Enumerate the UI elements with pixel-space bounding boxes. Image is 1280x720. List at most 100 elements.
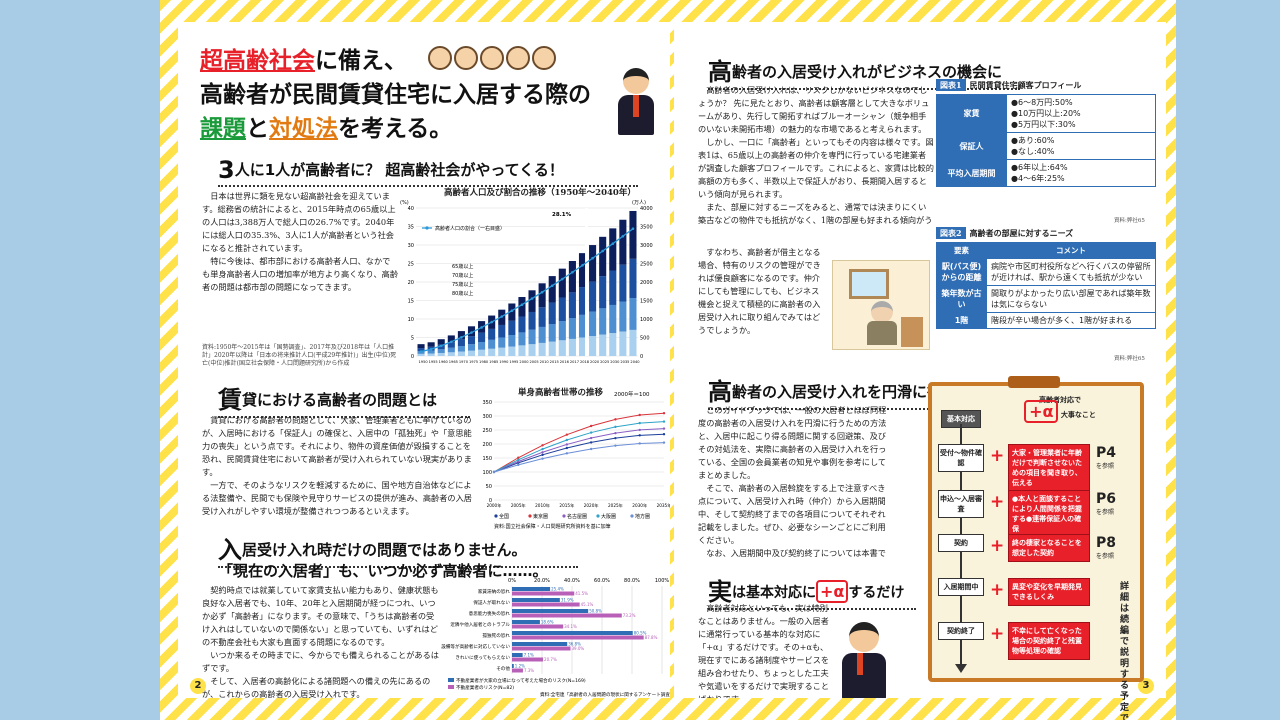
category-label: 保証人が取れない	[473, 599, 510, 606]
y-tick-label-left: 35	[408, 225, 414, 231]
series-point	[639, 434, 641, 436]
population-bar-segment	[569, 318, 576, 339]
series-point	[639, 429, 641, 431]
page-ref-suffix: を参照	[1096, 460, 1116, 474]
population-bar-segment	[478, 350, 485, 356]
population-bar-segment	[458, 339, 465, 346]
series-point	[590, 431, 592, 433]
table-label-cell: 家賃	[937, 95, 1007, 133]
series-point	[663, 441, 665, 443]
elderly-faces-illustration	[428, 46, 558, 74]
risk-bar	[512, 631, 633, 635]
unit-label-left: (%)	[400, 200, 409, 206]
series-point	[590, 425, 592, 427]
population-bar-segment	[609, 270, 616, 304]
table-row: 保証人 ●あり:60% ●なし:40%	[937, 133, 1156, 160]
legend-ratio: 高齢者人口の割合（一右目盛）	[435, 225, 505, 232]
table-value-line: ●4〜6年:25%	[1011, 173, 1151, 184]
series-point	[639, 442, 641, 444]
risk-bar	[512, 620, 540, 624]
category-label: 近隣や他入居者とのトラブル	[450, 621, 510, 628]
series-point	[541, 457, 543, 459]
legend-label: 不動産業者のリスク(N=82)	[456, 684, 514, 691]
bar-value-label: 34.1%	[564, 624, 577, 629]
x-tick-label: 2020	[590, 360, 600, 364]
population-bar-segment	[498, 325, 505, 338]
series-point	[590, 448, 592, 450]
table-value-line: ●6〜8万円:50%	[1011, 97, 1151, 108]
population-bar-segment	[539, 327, 546, 343]
section-4-text-bottom: すなわち、高齢者が借主となる場合、特有のリスクの管理ができれば優良顧客になるので…	[698, 246, 826, 348]
hero-title: 超高齢社会に備え、 高齢者が民間賃貸住宅に入居する際の 課題と対処法を考える。	[200, 44, 640, 146]
businessman-illustration	[618, 68, 654, 135]
population-bar-segment	[529, 312, 536, 330]
page-ref-suffix: を参照	[1096, 506, 1116, 520]
series-point	[541, 451, 543, 453]
flow-step-label: 申込〜入居審査	[938, 490, 984, 518]
x-tick-label: 80.0%	[624, 578, 640, 584]
x-tick-label: 2030	[610, 360, 620, 364]
y-tick-label-right: 3000	[640, 243, 653, 249]
chart-source-note: 資料:全宅連「高齢者の入居問題の現状に関するアンケート調査」	[540, 691, 670, 698]
x-tick-label: 2035年	[657, 502, 670, 509]
ratio-point	[541, 291, 544, 294]
table-label-cell: 保証人	[937, 133, 1007, 160]
ratio-point	[450, 340, 453, 343]
x-tick-label: 2015	[550, 360, 559, 364]
population-bar-segment	[629, 259, 636, 298]
population-bar-segment	[559, 297, 566, 321]
flow-step-page-ref: P4 を参照	[1096, 446, 1116, 474]
series-point	[541, 454, 543, 456]
risk-bar	[512, 598, 560, 602]
population-bar-segment	[569, 339, 576, 356]
series-point	[614, 418, 616, 420]
series-point	[590, 441, 592, 443]
x-tick-label: 1960	[439, 360, 449, 364]
table-row: 駅(バス便)からの距離 病院や市区町村役所などへ行くバスの停留所が近ければ、駅から…	[937, 259, 1156, 286]
risk-bar	[512, 669, 523, 673]
y-tick-label: 100	[482, 470, 492, 476]
table-2-caption: 図表2 高齢者の部屋に対するニーズ	[936, 228, 1073, 239]
population-bar-segment	[418, 354, 425, 356]
plus-icon: +	[990, 448, 1004, 465]
section-1-source-note: 資料:1950年〜2015年は「国勢調査」、2017年及び2018年は「人口推計…	[202, 344, 402, 368]
age-label: 70歳以上	[452, 272, 473, 279]
table-value-line: ●なし:40%	[1011, 146, 1151, 157]
risk-bar	[512, 647, 571, 651]
population-bar-segment	[589, 312, 596, 336]
bar-value-label: 41.5%	[575, 591, 588, 596]
population-bar-segment	[589, 245, 596, 282]
x-tick-label: 2010年	[535, 502, 550, 509]
population-bar-segment	[518, 316, 525, 332]
elderly-face-icon	[506, 46, 530, 70]
flow-step-page-ref: P6 を参照	[1096, 492, 1116, 520]
y-tick-label: 250	[482, 428, 492, 434]
x-tick-label: 2040	[630, 360, 640, 364]
population-bar-segment	[518, 345, 525, 356]
section-heading-rental-issues: 賃貸における高齢者の問題とは	[218, 380, 470, 418]
flow-step-point: 終の棲家となることを想定した契約	[1008, 534, 1090, 562]
table-comment-cell: 病院や市区町村役所などへ行くバスの停留所が近ければ、駅から遠くても抵抗が少ない	[987, 259, 1156, 286]
population-bar-segment	[488, 340, 495, 349]
category-label: 設備等が高齢者に対応していない	[441, 643, 510, 650]
flow-arrow-down-icon	[955, 664, 967, 673]
peak-label: 28.1%	[552, 212, 572, 218]
flow-step-label: 契約終了	[938, 622, 984, 640]
elderly-face-icon	[428, 46, 452, 70]
page-ref-number: P6	[1096, 491, 1116, 507]
x-tick-label: 2018	[580, 360, 590, 364]
page-ref-number: P4	[1096, 445, 1116, 461]
legend-label: 大阪圏	[601, 513, 616, 520]
series-point	[517, 464, 519, 466]
y-tick-label: 150	[482, 456, 492, 462]
population-bar-segment	[508, 347, 515, 356]
population-bar-segment	[569, 292, 576, 318]
elderly-face-icon	[480, 46, 504, 70]
population-bar-segment	[428, 351, 435, 354]
ratio-point	[430, 348, 433, 351]
population-bar-segment	[549, 324, 556, 342]
category-label: その他	[496, 665, 510, 672]
hero-keyword-aging-society: 超高齢社会	[200, 48, 315, 74]
hero-line-2: 高齢者が民間賃貸住宅に入居する際の	[200, 78, 640, 112]
